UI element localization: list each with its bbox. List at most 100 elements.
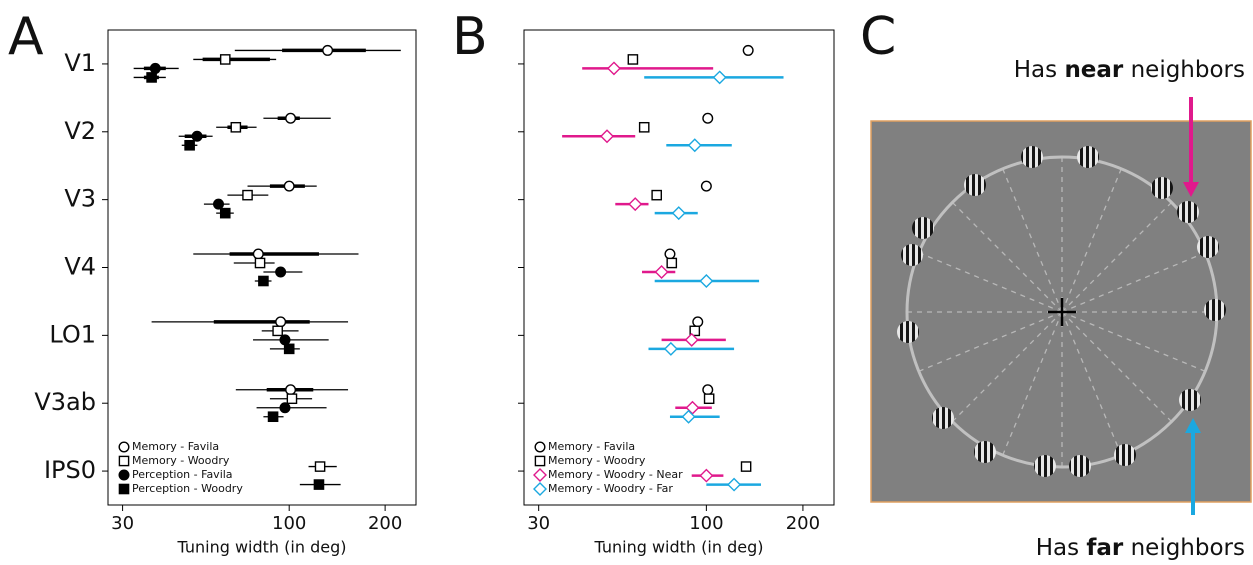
- legend-item: Perception - Favila: [118, 468, 233, 481]
- marker: [322, 44, 334, 56]
- grating: [1151, 177, 1173, 199]
- legend-marker: [533, 482, 547, 496]
- y-tick-label: V1: [64, 49, 96, 77]
- series: [133, 72, 341, 490]
- marker: [606, 61, 621, 76]
- marker: [275, 266, 287, 278]
- legend-label: Memory - Favila: [548, 440, 635, 453]
- series: [133, 62, 329, 414]
- marker: [146, 72, 157, 83]
- legend-label: Memory - Woodry - Near: [548, 468, 683, 481]
- y-tick-label: V3: [64, 185, 96, 213]
- legend-marker: [534, 455, 546, 467]
- legend-label: Memory - Woodry: [548, 454, 646, 467]
- marker: [703, 393, 715, 405]
- plot-frame: [523, 29, 835, 506]
- marker: [684, 332, 699, 347]
- marker: [600, 129, 615, 144]
- grating: [1179, 389, 1201, 411]
- marker: [191, 130, 203, 142]
- grating: [932, 407, 954, 429]
- legend-item: Memory - Woodry: [534, 454, 646, 467]
- marker: [283, 343, 295, 355]
- series: [151, 44, 401, 396]
- marker: [313, 479, 325, 490]
- marker: [213, 198, 225, 210]
- legend-item: Perception - Woodry: [118, 482, 243, 495]
- marker: [712, 70, 727, 85]
- panel-label: B: [452, 7, 488, 67]
- marker: [689, 325, 701, 337]
- legend-marker: [118, 455, 130, 467]
- legend-label: Perception - Woodry: [132, 482, 243, 495]
- y-tick-label: IPS0: [44, 456, 96, 484]
- marker: [279, 334, 291, 346]
- grating: [1077, 146, 1099, 168]
- caption-emph: near: [1064, 57, 1123, 83]
- legend-item: Memory - Woodry - Far: [533, 482, 673, 496]
- caption-emph: far: [1086, 535, 1124, 561]
- marker: [267, 411, 279, 423]
- grating: [901, 244, 923, 266]
- marker: [184, 139, 195, 151]
- caption-part: neighbors: [1131, 535, 1245, 561]
- panel-label: A: [8, 7, 44, 67]
- bottom-caption: Has far neighbors: [1036, 535, 1245, 561]
- marker: [627, 54, 639, 65]
- top-caption: Has near neighbors: [1014, 57, 1245, 83]
- series: [193, 54, 337, 472]
- marker: [699, 468, 714, 483]
- legend-label: Memory - Woodry: [132, 454, 230, 467]
- series: [644, 70, 784, 492]
- caption-part: Has: [1036, 535, 1079, 561]
- legend-item: Memory - Woodry - Near: [533, 468, 683, 482]
- grating: [1197, 236, 1219, 258]
- marker: [275, 316, 287, 328]
- series: [627, 54, 752, 472]
- x-axis-label: Tuning width (in deg): [594, 538, 764, 557]
- caption-part: neighbors: [1131, 57, 1245, 83]
- series: [664, 44, 754, 396]
- marker: [700, 180, 712, 192]
- marker: [242, 189, 253, 201]
- marker: [702, 112, 714, 124]
- arrowhead: [1183, 182, 1199, 197]
- marker: [699, 274, 714, 288]
- x-tick-label: 200: [786, 513, 820, 534]
- grating: [1034, 455, 1056, 477]
- marker: [681, 409, 696, 424]
- marker: [654, 265, 669, 279]
- y-tick-label: V2: [64, 117, 96, 145]
- legend-marker: [118, 483, 130, 495]
- grating: [1069, 455, 1091, 477]
- marker: [149, 62, 161, 74]
- marker: [742, 44, 754, 56]
- panel-label: C: [860, 7, 896, 67]
- marker: [651, 189, 662, 201]
- caption-part: Has: [1014, 57, 1057, 83]
- x-axis-label: Tuning width (in deg): [177, 538, 347, 557]
- legend-label: Memory - Favila: [132, 440, 219, 453]
- x-tick-label: 30: [111, 513, 134, 534]
- marker: [285, 384, 297, 396]
- x-tick-label: 30: [527, 513, 550, 534]
- marker: [314, 461, 326, 472]
- legend-label: Perception - Favila: [132, 468, 233, 481]
- marker: [671, 206, 686, 221]
- grating: [1177, 201, 1199, 223]
- marker: [740, 461, 752, 472]
- y-tick-label: LO1: [49, 320, 96, 348]
- marker: [664, 248, 676, 260]
- marker: [252, 248, 264, 260]
- grating: [1114, 444, 1136, 466]
- legend-item: Memory - Favila: [118, 440, 219, 453]
- marker: [286, 393, 298, 405]
- marker: [219, 54, 231, 65]
- grating: [964, 174, 986, 196]
- marker: [628, 197, 643, 212]
- x-tick-label: 100: [689, 513, 723, 534]
- legend-marker: [534, 441, 546, 453]
- marker: [702, 384, 714, 396]
- marker: [258, 275, 269, 287]
